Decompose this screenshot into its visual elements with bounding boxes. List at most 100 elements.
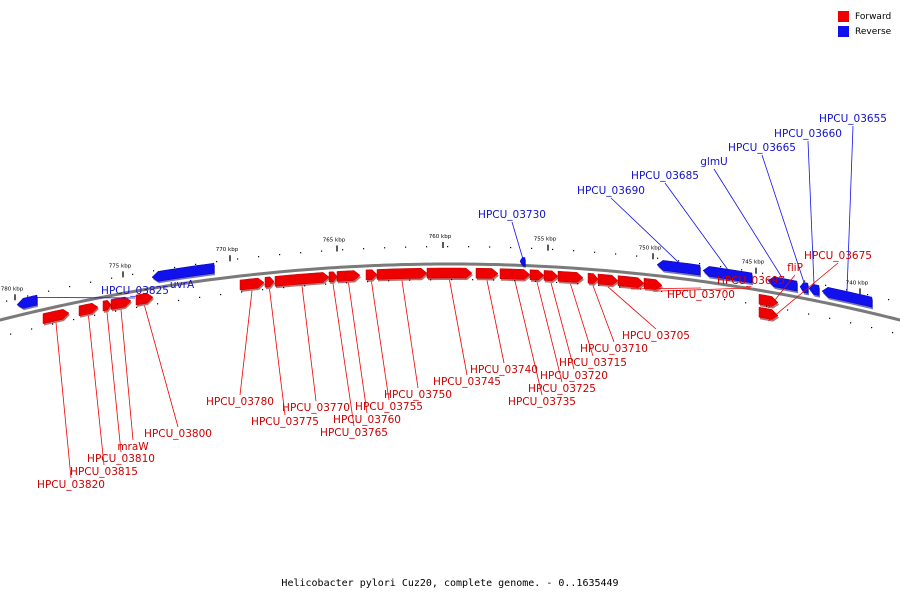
minor-tick	[48, 290, 50, 292]
gene-arrow-hpcu_03685[interactable]	[702, 266, 753, 284]
gene-arrow-flip[interactable]	[758, 293, 779, 307]
gene-arrow-hpcu_03655[interactable]	[821, 287, 873, 308]
minor-tick	[136, 306, 138, 308]
gene-arrow-hpcu_03705[interactable]	[597, 273, 619, 286]
leader-line	[664, 182, 728, 270]
gene-arrow-hpcu_03775[interactable]	[264, 276, 275, 288]
minor-tick	[52, 323, 54, 325]
minor-tick	[94, 314, 96, 316]
gene-arrow-hpcu_03770[interactable]	[274, 272, 330, 287]
gene-arrow-hpcu_03810[interactable]	[102, 299, 112, 312]
leader-line	[120, 309, 134, 441]
minor-tick	[720, 265, 722, 268]
gene-label-hpcu_03730: HPCU_03730	[478, 209, 546, 221]
gene-arrow-hpcu_03725[interactable]	[529, 269, 545, 281]
gene-label-hpcu_03775: HPCU_03775	[251, 416, 319, 428]
minor-tick	[594, 251, 596, 253]
gene-arrow-hpcu_03665[interactable]	[799, 282, 809, 294]
minor-tick	[741, 269, 743, 271]
leader-line	[301, 285, 317, 402]
gene-label-glmu: glmU	[700, 156, 728, 168]
gene-label-hpcu_03825: HPCU_03825	[101, 285, 169, 297]
gene-arrow-hpcu_03720[interactable]	[543, 270, 559, 282]
leader-line	[348, 282, 368, 414]
minor-tick	[829, 317, 831, 319]
gene-arrow-hpcu_03755[interactable]	[365, 269, 378, 281]
minor-tick	[426, 246, 428, 248]
minor-tick	[573, 250, 575, 252]
minor-tick	[321, 250, 323, 252]
label-layer: HPCU_03655HPCU_03660HPCU_03665glmUHPCU_0…	[26, 113, 887, 491]
gene-arrow-hpcu_03765[interactable]	[328, 271, 338, 283]
leader-line	[371, 281, 390, 401]
leader-line	[269, 288, 286, 416]
minor-tick	[615, 253, 617, 255]
minor-tick	[279, 253, 281, 256]
gene-arrow-hpcu_03715[interactable]	[557, 270, 584, 283]
legend: Forward Reverse	[838, 9, 891, 39]
minor-tick	[237, 258, 239, 260]
minor-tick	[195, 263, 197, 265]
minor-tick	[657, 257, 659, 259]
gene-arrow-hpcu_03760[interactable]	[336, 270, 361, 282]
gene-label-hpcu_03815: HPCU_03815	[70, 466, 138, 478]
gene-arrow-hpcu_03660[interactable]	[808, 284, 820, 296]
tick-label: 745 kbp	[742, 260, 765, 266]
gene-label-mraw: mraW	[117, 441, 149, 453]
minor-tick	[678, 260, 680, 262]
gene-label-hpcu_03820: HPCU_03820	[37, 479, 105, 491]
gene-arrow-hpcu_03740[interactable]	[475, 267, 499, 279]
minor-tick	[90, 281, 92, 283]
gene-arrow-hpcu_03730[interactable]	[519, 257, 526, 266]
leader-line	[181, 267, 184, 279]
minor-tick	[804, 280, 806, 282]
minor-tick	[787, 309, 789, 311]
minor-tick	[871, 326, 873, 329]
gene-arrow-glmu[interactable]	[767, 276, 798, 292]
tick-label: 765 kbp	[323, 237, 346, 243]
gene-arrow-hpcu_03800[interactable]	[135, 292, 154, 306]
gene-label-hpcu_03665: HPCU_03665	[728, 142, 796, 154]
minor-tick	[892, 332, 894, 334]
leader-line	[570, 283, 594, 357]
minor-tick	[342, 249, 344, 251]
gene-arrow-hpcu_03700[interactable]	[617, 275, 645, 288]
gene-label-hpcu_03705: HPCU_03705	[622, 330, 690, 342]
leader-line	[401, 280, 419, 389]
gene-arrow-hpcu_03815[interactable]	[78, 302, 99, 317]
gene-arrow-mraw[interactable]	[110, 296, 132, 310]
gene-arrow-hpcu_03825[interactable]	[16, 294, 38, 309]
minor-tick	[220, 293, 222, 296]
gene-arrow-hpcu_03710[interactable]	[587, 272, 599, 284]
leader-line	[807, 140, 815, 285]
gene-arrow-hpcu_03820[interactable]	[42, 309, 70, 325]
gene-arrow-hpcu_03780[interactable]	[239, 277, 265, 291]
minor-tick	[216, 260, 218, 263]
leader-line	[514, 281, 543, 396]
gene-label-hpcu_03725: HPCU_03725	[528, 383, 596, 395]
minor-tick	[556, 281, 558, 284]
leader-line	[761, 154, 805, 283]
minor-tick	[888, 299, 890, 301]
leader-line	[239, 290, 253, 396]
minor-tick	[510, 246, 512, 249]
gene-arrow-hpcu_03735[interactable]	[499, 268, 531, 280]
gene-arrow-uvra[interactable]	[151, 262, 215, 282]
minor-tick	[31, 328, 33, 330]
leader-line	[592, 285, 615, 343]
minor-tick	[111, 277, 113, 279]
gene-label-hpcu_03800: HPCU_03800	[144, 428, 212, 440]
gene-arrow-hpcu_03745[interactable]	[426, 267, 473, 279]
leader-line	[550, 282, 575, 370]
minor-tick	[703, 295, 705, 298]
minor-tick	[115, 310, 117, 312]
gene-label-hpcu_03755: HPCU_03755	[355, 401, 423, 413]
gene-arrow-hpcu_03750[interactable]	[376, 267, 428, 280]
leader-line	[511, 221, 523, 258]
minor-tick	[6, 300, 8, 302]
gene-arrow-hpcu_03675[interactable]	[758, 306, 779, 320]
tick-label: 740 kbp	[846, 280, 869, 286]
leader-line	[607, 286, 657, 330]
gene-label-hpcu_03740: HPCU_03740	[470, 364, 538, 376]
